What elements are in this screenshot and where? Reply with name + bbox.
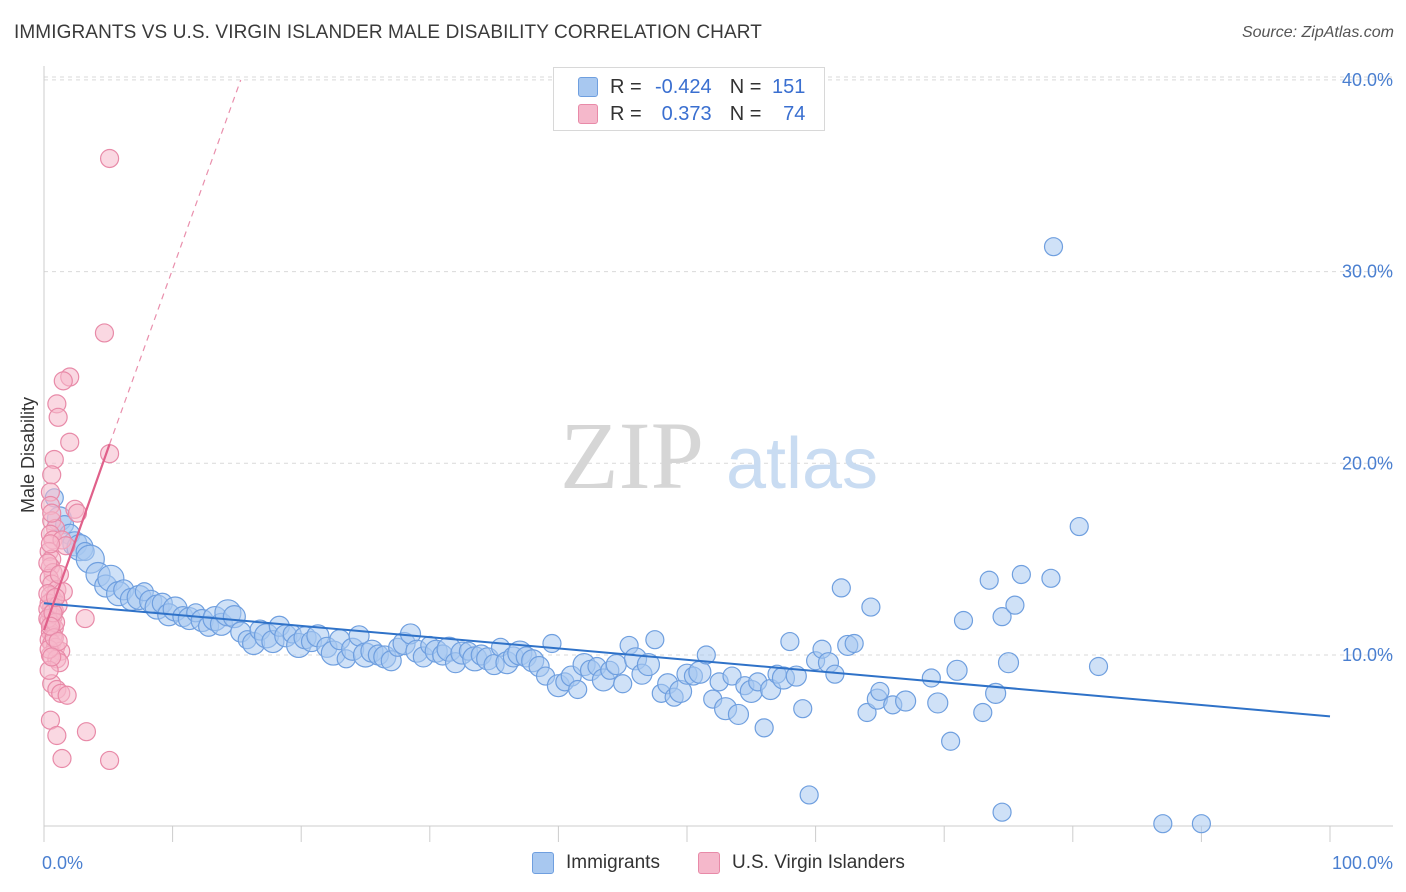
data-point-immigrants: [1043, 237, 1064, 257]
series-legend-label-immigrants: Immigrants: [566, 852, 660, 873]
data-point-immigrants: [799, 785, 819, 805]
data-point-immigrants: [941, 731, 961, 751]
legend-swatch-virgin-islanders: [578, 104, 598, 124]
legend-n-label: N =: [729, 102, 762, 125]
data-point-virgin-islanders: [99, 750, 120, 771]
data-point-immigrants: [997, 652, 1020, 674]
data-point-immigrants: [1069, 516, 1089, 537]
data-point-immigrants: [785, 665, 807, 687]
data-point-immigrants: [844, 633, 864, 654]
x-tick-label: 100.0%: [1332, 853, 1393, 873]
data-point-virgin-islanders: [40, 534, 61, 554]
data-point-immigrants: [1011, 564, 1031, 585]
data-point-immigrants: [870, 681, 890, 702]
trendline-virgin-islanders: [42, 443, 111, 631]
watermark: ZIP atlas: [560, 402, 878, 509]
series-legend-swatch-virgin-islanders: [698, 852, 720, 874]
data-point-immigrants: [722, 666, 742, 686]
data-point-immigrants: [754, 718, 774, 738]
watermark-atlas: atlas: [726, 424, 878, 504]
trendline-virgin-islanders-extension: [109, 79, 242, 445]
data-point-virgin-islanders: [75, 608, 95, 629]
data-point-virgin-islanders: [52, 748, 72, 769]
legend-n-value-immigrants: 151: [772, 75, 806, 98]
legend-swatch-immigrants: [578, 77, 598, 97]
data-point-virgin-islanders: [94, 323, 115, 343]
series-us-virgin-islanders: [38, 148, 120, 771]
data-point-virgin-islanders: [42, 465, 62, 485]
data-point-immigrants: [727, 703, 750, 726]
trend-lines: [42, 79, 1331, 718]
data-point-immigrants: [992, 607, 1012, 627]
chart-title: IMMIGRANTS VS U.S. VIRGIN ISLANDER MALE …: [14, 22, 762, 43]
y-tick-label: 40.0%: [1342, 70, 1393, 90]
legend-n-value-virgin-islanders: 74: [783, 102, 806, 125]
data-point-virgin-islanders: [57, 685, 77, 705]
data-point-immigrants: [688, 660, 712, 684]
legend-row-virgin-islanders: R = 0.373 N = 74: [578, 102, 805, 126]
data-point-immigrants: [861, 597, 881, 617]
data-point-immigrants: [979, 570, 999, 590]
series-legend-swatch-immigrants: [532, 852, 554, 874]
data-point-virgin-islanders: [60, 432, 80, 452]
correlation-legend: R = -0.424 N = 151 R = 0.373 N = 74: [553, 67, 825, 131]
series-legend: Immigrants U.S. Virgin Islanders: [0, 852, 1406, 878]
data-point-immigrants: [605, 653, 627, 676]
data-point-immigrants: [1153, 814, 1173, 834]
data-point-immigrants: [696, 645, 716, 665]
legend-r-label: R =: [610, 75, 642, 98]
source-label: Source: ZipAtlas.com: [1241, 24, 1394, 41]
data-point-immigrants: [895, 690, 917, 712]
series-legend-immigrants[interactable]: Immigrants: [532, 852, 660, 874]
data-point-virgin-islanders: [53, 371, 73, 391]
y-tick-label: 10.0%: [1342, 645, 1393, 665]
x-tick-label: 0.0%: [42, 853, 83, 873]
data-point-immigrants: [636, 652, 661, 677]
data-point-immigrants: [953, 610, 974, 631]
data-point-immigrants: [1088, 656, 1109, 677]
data-point-immigrants: [992, 802, 1012, 822]
y-axis-label: Male Disability: [18, 397, 38, 513]
data-point-immigrants: [831, 578, 851, 598]
data-point-immigrants: [927, 692, 949, 714]
data-point-immigrants: [542, 633, 562, 654]
grid-layer: [44, 76, 1392, 656]
legend-r-label: R =: [610, 102, 642, 125]
y-tick-label: 20.0%: [1342, 453, 1393, 473]
data-point-virgin-islanders: [99, 148, 120, 169]
legend-r-value-immigrants: -0.424: [654, 75, 712, 98]
data-point-immigrants: [946, 659, 968, 681]
data-point-immigrants: [1191, 814, 1212, 834]
legend-n-label: N =: [729, 75, 762, 98]
series-legend-virgin-islanders[interactable]: U.S. Virgin Islanders: [698, 852, 905, 874]
legend-row-immigrants: R = -0.424 N = 151: [578, 75, 805, 99]
data-point-immigrants: [1041, 568, 1061, 588]
data-point-immigrants: [1005, 595, 1025, 615]
series-immigrants: [44, 237, 1212, 834]
data-point-immigrants: [857, 702, 877, 723]
data-point-immigrants: [973, 702, 993, 723]
series-legend-label-virgin-islanders: U.S. Virgin Islanders: [732, 852, 905, 873]
data-point-virgin-islanders: [38, 553, 58, 573]
data-point-virgin-islanders: [76, 722, 97, 742]
watermark-zip: ZIP: [560, 402, 704, 509]
axis-layer: [43, 66, 1393, 842]
y-tick-label: 30.0%: [1342, 262, 1393, 282]
data-point-immigrants: [921, 668, 941, 688]
axis-labels: 10.0% 20.0% 30.0% 40.0% 0.0% 100.0% Male Disab…: [18, 70, 1393, 873]
data-point-immigrants: [793, 699, 813, 719]
data-point-virgin-islanders: [47, 725, 67, 746]
data-point-immigrants: [613, 674, 633, 694]
legend-r-value-virgin-islanders: 0.373: [661, 102, 712, 125]
data-point-virgin-islanders: [42, 647, 62, 667]
data-point-virgin-islanders: [48, 407, 68, 427]
data-point-immigrants: [780, 631, 800, 652]
data-point-immigrants: [645, 630, 665, 650]
data-point-immigrants: [568, 679, 588, 700]
data-point-virgin-islanders: [67, 503, 88, 523]
trendline-immigrants: [43, 602, 1331, 718]
data-point-virgin-islanders: [42, 503, 62, 523]
